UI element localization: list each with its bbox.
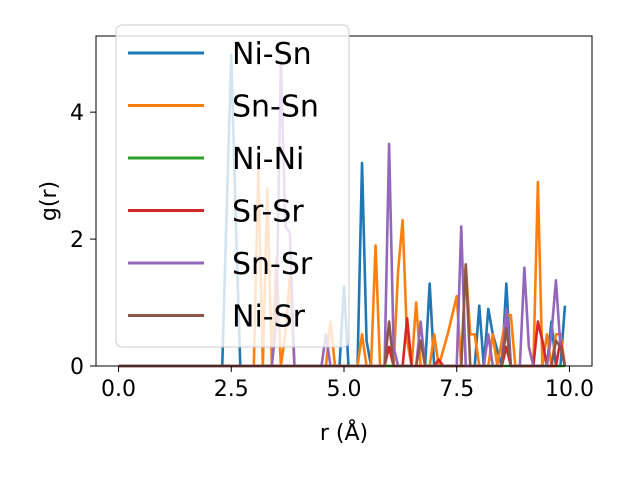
x-tick-label: 2.5: [214, 377, 249, 402]
x-tick-label: 7.5: [439, 377, 474, 402]
y-tick-label: 2: [70, 228, 84, 253]
x-axis: 0.0 2.5 5.0 7.5 10.0: [101, 366, 594, 402]
x-tick-label: 5.0: [327, 377, 362, 402]
y-tick-label: 0: [70, 355, 84, 380]
x-tick-label: 0.0: [101, 377, 136, 402]
legend-label-ni-ni: Ni-Ni: [232, 142, 304, 177]
legend-label-ni-sr: Ni-Sr: [232, 300, 306, 335]
x-axis-title: r (Å): [320, 419, 368, 446]
legend-label-sn-sn: Sn-Sn: [232, 90, 319, 125]
legend: Ni-Sn Sn-Sn Ni-Ni Sr-Sr Sn-Sr Ni-Sr: [115, 24, 350, 348]
legend-label-sn-sr: Sn-Sr: [232, 247, 313, 282]
x-tick-label: 10.0: [545, 377, 594, 402]
y-tick-label: 4: [70, 101, 84, 126]
legend-label-sr-sr: Sr-Sr: [232, 195, 304, 230]
y-axis: 0 2 4: [70, 101, 96, 380]
series-line-ni-sr: [118, 263, 567, 368]
y-axis-title: g(r): [37, 181, 62, 221]
legend-label-ni-sn: Ni-Sn: [232, 37, 312, 72]
